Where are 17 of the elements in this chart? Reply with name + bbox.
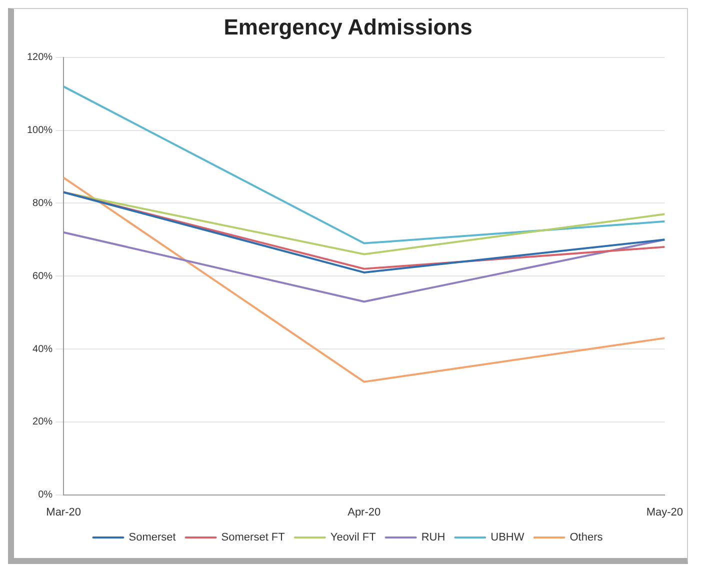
legend-label: Yeovil FT: [330, 532, 376, 544]
y-tick-label: 60%: [32, 270, 53, 282]
x-tick-label: Mar-20: [46, 506, 81, 518]
legend-label: Somerset: [128, 532, 176, 544]
y-tick-label: 40%: [32, 344, 53, 355]
x-tick-label: Apr-20: [348, 506, 381, 518]
legend-label: UBHW: [490, 532, 525, 544]
legend-label: Somerset FT: [221, 532, 286, 544]
y-tick-label: 120%: [27, 52, 53, 64]
y-tick-label: 80%: [32, 198, 53, 209]
chart-title: Emergency Admissions: [224, 14, 472, 40]
x-tick-label: May-20: [646, 506, 684, 518]
legend-label: RUH: [421, 532, 446, 544]
y-tick-label: 20%: [32, 416, 53, 428]
y-tick-label: 0%: [38, 490, 53, 501]
legend-label: Others: [570, 532, 604, 544]
y-tick-label: 100%: [27, 125, 53, 136]
